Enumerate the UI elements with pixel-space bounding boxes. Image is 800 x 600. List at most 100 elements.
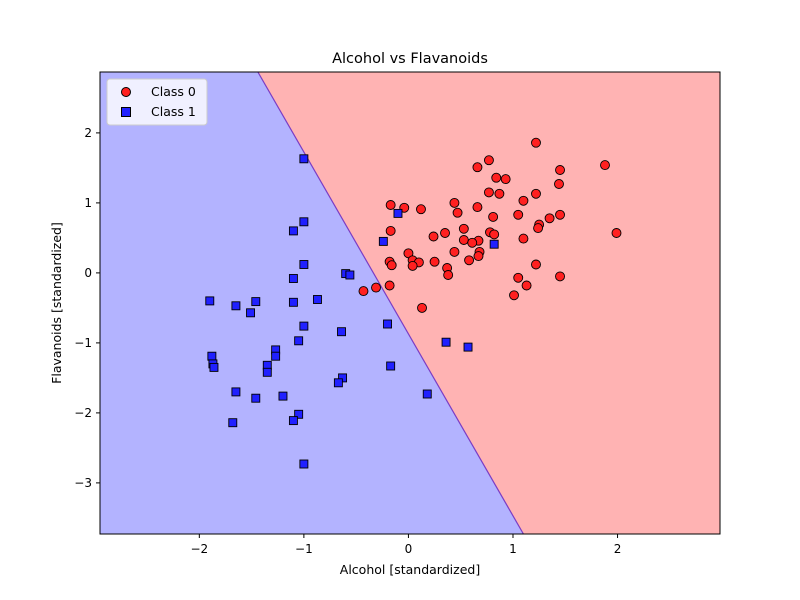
y-tick-label-0: 2 (84, 126, 92, 140)
class-0-point-25 (458, 223, 469, 234)
class-1-point-29 (262, 367, 272, 377)
class-1-point-11 (251, 297, 261, 307)
class-0-point-27 (440, 228, 450, 238)
points-layer (205, 137, 622, 469)
class-1-point-18 (337, 327, 346, 337)
legend-box (106, 78, 208, 126)
plot-area (100, 72, 720, 534)
class-1-point-15 (246, 308, 256, 318)
x-tick-label-1: −1 (295, 542, 313, 556)
class-0-point-42 (429, 256, 440, 267)
class-0-point-23 (533, 223, 544, 234)
class-1-point-13 (313, 295, 322, 304)
class-0-point-41 (464, 255, 475, 266)
class-1-point-34 (422, 389, 432, 399)
legend-marker-class-0 (121, 87, 131, 97)
class-0-point-4 (555, 165, 565, 175)
class-0-point-3 (600, 160, 610, 171)
y-tick-label-5: −3 (74, 476, 92, 490)
x-tick-label-0: −2 (190, 542, 208, 556)
y-tick-label-4: −2 (74, 406, 92, 420)
class-1-point-3 (288, 226, 298, 236)
class-0-region (257, 72, 720, 534)
class-0-point-52 (521, 280, 532, 291)
class-1-point-2 (299, 217, 309, 227)
class-0-point-8 (483, 187, 494, 198)
class-1-point-6 (299, 260, 309, 269)
y-tick-label-3: −1 (74, 336, 92, 350)
chart-title: Alcohol vs Flavanoids (332, 51, 488, 67)
class-0-point-5 (491, 172, 502, 183)
legend: Class 0 Class 1 (106, 78, 208, 126)
class-1-point-26 (209, 362, 219, 372)
class-1-point-32 (231, 387, 241, 397)
class-0-point-21 (544, 213, 555, 224)
class-0-point-46 (531, 259, 541, 270)
x-axis-label: Alcohol [standardized] (340, 562, 480, 577)
class-1-point-20 (441, 337, 451, 347)
legend-label-class-1: Class 1 (151, 104, 196, 119)
class-0-point-19 (513, 209, 524, 220)
class-0-point-0 (531, 137, 541, 148)
x-tick-label-3: 1 (509, 542, 517, 556)
class-1-point-35 (251, 393, 261, 403)
class-1-point-14 (231, 301, 241, 311)
x-tick-label-2: 0 (405, 542, 413, 556)
class-0-point-24 (611, 228, 622, 238)
x-tick-label-4: 2 (614, 542, 622, 556)
class-1-point-9 (288, 274, 298, 283)
class-0-point-15 (416, 204, 426, 215)
class-0-point-56 (417, 302, 427, 313)
class-0-point-31 (518, 233, 529, 244)
class-0-point-34 (467, 237, 478, 248)
legend-label-class-0: Class 0 (151, 84, 196, 99)
class-1-point-36 (294, 409, 304, 419)
class-0-point-53 (371, 282, 381, 293)
class-0-point-18 (555, 209, 565, 220)
decision-boundary (257, 72, 524, 534)
class-0-point-49 (555, 271, 565, 282)
class-1-point-21 (463, 342, 473, 352)
class-0-point-45 (407, 260, 418, 271)
plot-frame (99, 71, 721, 535)
class-0-point-6 (500, 174, 511, 185)
class-1-point-37 (288, 416, 298, 426)
y-tick-label-2: 0 (84, 266, 92, 280)
class-0-point-9 (494, 188, 505, 199)
class-1-point-23 (271, 351, 281, 361)
class-1-point-39 (299, 459, 309, 469)
class-1-region (100, 72, 524, 534)
class-0-point-32 (458, 235, 469, 245)
class-1-point-16 (299, 321, 309, 331)
class-0-point-11 (449, 197, 460, 208)
class-0-point-17 (452, 207, 463, 218)
class-0-point-38 (473, 251, 484, 262)
legend-marker-class-1 (121, 107, 131, 117)
class-1-point-5 (489, 239, 499, 249)
class-0-point-1 (472, 162, 483, 173)
class-0-point-54 (358, 286, 369, 297)
class-0-point-35 (449, 246, 460, 257)
class-0-point-55 (509, 290, 519, 301)
class-0-point-7 (554, 179, 564, 189)
class-1-point-24 (207, 351, 217, 361)
y-axis-label: Flavanoids [standardized] (49, 222, 64, 384)
class-1-point-8 (345, 270, 355, 280)
class-1-point-31 (333, 378, 343, 388)
class-0-point-13 (385, 200, 396, 210)
class-0-point-16 (472, 202, 483, 213)
class-1-point-17 (383, 319, 392, 329)
class-1-point-1 (393, 208, 403, 218)
class-0-point-20 (488, 211, 499, 222)
y-tick-label-1: 1 (84, 196, 92, 210)
class-0-point-48 (443, 270, 454, 280)
class-1-point-12 (288, 297, 298, 307)
class-1-point-4 (378, 236, 388, 246)
class-1-point-28 (386, 361, 396, 371)
class-0-point-50 (513, 272, 524, 283)
ticks-layer: −2 −1 0 1 2 2 1 0 −1 −2 −3 (74, 126, 621, 556)
class-0-point-12 (518, 195, 529, 206)
class-1-point-0 (299, 154, 309, 164)
class-0-point-2 (483, 155, 494, 166)
